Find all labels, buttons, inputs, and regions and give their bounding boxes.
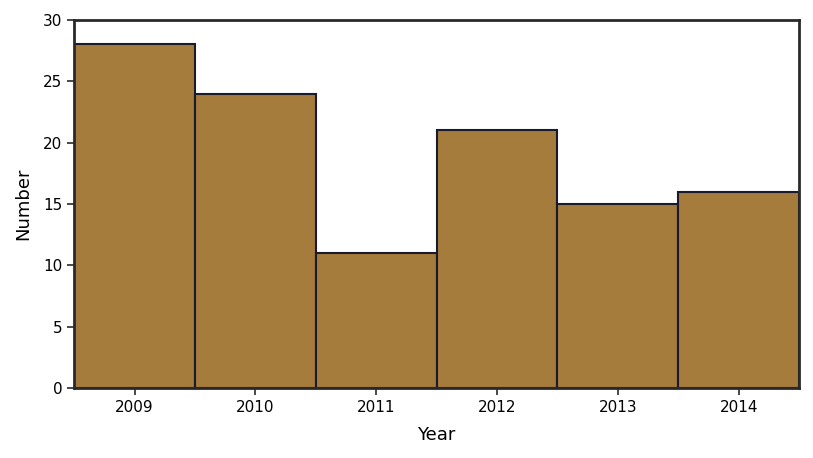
Bar	[74, 44, 195, 388]
Y-axis label: Number: Number	[14, 168, 32, 240]
Bar	[678, 192, 799, 388]
X-axis label: Year: Year	[417, 426, 456, 444]
Bar	[437, 131, 558, 388]
Bar	[558, 204, 678, 388]
Bar	[315, 253, 437, 388]
Bar	[195, 93, 315, 388]
